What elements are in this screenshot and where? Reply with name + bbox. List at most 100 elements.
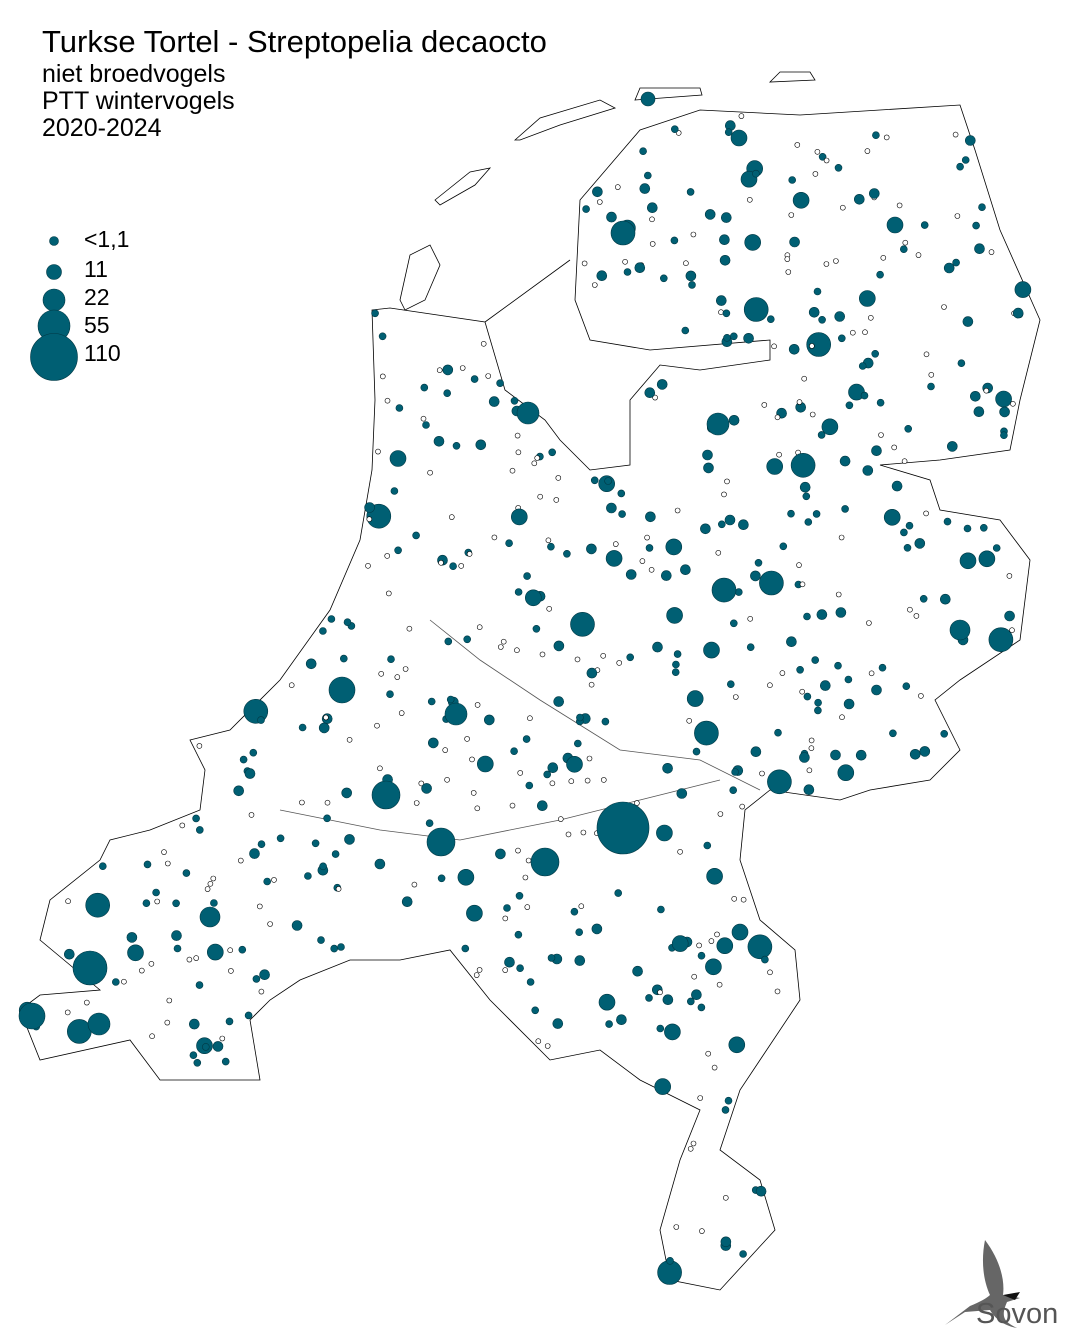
observation-dot [868, 188, 880, 199]
observation-dot [1014, 281, 1032, 298]
observation-dot [257, 716, 265, 724]
observation-dot [755, 1185, 767, 1197]
observation-dot [127, 944, 144, 962]
observation-dot [862, 465, 874, 476]
observation-dot [291, 920, 303, 931]
observation-dot [617, 489, 626, 498]
observation-dot [389, 450, 407, 467]
observation-dot [112, 978, 120, 986]
observation-dot [803, 784, 815, 796]
observation-dot [656, 379, 668, 390]
observation-dot [212, 1041, 224, 1052]
observation-dot [457, 868, 475, 886]
observation-dot [202, 1043, 210, 1051]
observation-dot [304, 872, 312, 880]
observation-dot [64, 948, 75, 960]
observation-dot [979, 523, 988, 532]
subtitle-2: PTT wintervogels [42, 87, 235, 115]
observation-dot [649, 241, 656, 247]
observation-dot [207, 943, 224, 961]
observation-dot [677, 848, 683, 855]
observation-dot [228, 968, 234, 974]
observation-dot [483, 714, 495, 726]
observation-dot [319, 862, 327, 871]
observation-dot-large [199, 906, 221, 928]
observation-dot [734, 588, 743, 596]
observation-dot [452, 441, 461, 450]
observation-dot [267, 921, 273, 927]
observation-dot [565, 831, 572, 838]
observation-dot [152, 888, 160, 897]
observation-dot-large [596, 801, 650, 855]
country-outline [19, 71, 1041, 1291]
observation-dot [553, 640, 565, 652]
legend-label: 55 [84, 312, 110, 338]
observation-dot [488, 396, 500, 407]
observation-dot [591, 923, 603, 935]
observation-dot [714, 931, 720, 938]
observation-dot-large [949, 619, 971, 641]
subtitle-3: 2020-2024 [42, 114, 162, 142]
observation-dot [978, 550, 996, 568]
observation-dot [510, 508, 528, 526]
observation-dot [402, 666, 409, 672]
observation-dot [811, 656, 820, 664]
observation-dot [919, 594, 928, 603]
observation-dot [503, 904, 511, 912]
mainland-outline [19, 104, 1041, 1291]
observation-dot [461, 944, 470, 953]
observation-dot [706, 867, 723, 885]
observation-dot [311, 839, 320, 848]
observation-dot [834, 311, 846, 322]
observation-dot [687, 1146, 694, 1152]
observation-dot [816, 609, 828, 620]
observation-dot [867, 314, 874, 321]
subtitle-1: niet broedvogels [42, 60, 226, 88]
observation-dot [901, 458, 908, 465]
observation-dot [378, 332, 387, 341]
observation-dot [779, 542, 788, 551]
observation-dot [719, 254, 731, 266]
observation-dot [626, 653, 635, 662]
observation-dot [366, 516, 373, 523]
observation-dot [570, 907, 579, 916]
observation-dot [995, 390, 1012, 408]
observation-dot [717, 520, 726, 529]
observation-dot [835, 607, 847, 618]
observation-dot [728, 414, 740, 426]
observation-dot [808, 737, 815, 744]
observation-dot [365, 562, 371, 569]
observation-dot [729, 332, 738, 341]
observation-dot [808, 745, 815, 752]
observation-dot [999, 406, 1010, 418]
observation-dot [85, 892, 110, 918]
observation-dot [681, 326, 690, 335]
observation-dot [711, 1064, 718, 1071]
observation-dot [495, 848, 506, 860]
observation-dot [685, 270, 697, 282]
observation-dot [606, 502, 617, 514]
observation-dot [759, 570, 784, 596]
observation-dot [323, 814, 331, 823]
observation-dot [387, 655, 395, 664]
observation-dot [139, 967, 145, 974]
observation-dot [249, 748, 258, 757]
observation-dot [526, 978, 535, 986]
observation-dot [644, 387, 656, 399]
observation-dot [899, 245, 908, 253]
observation-dot [860, 391, 869, 400]
observation-dot [164, 1019, 171, 1026]
island-outline [434, 167, 492, 206]
observation-dot [731, 768, 739, 776]
observation-dot [225, 1017, 234, 1026]
observation-dot [337, 943, 345, 951]
observation-dot [694, 720, 719, 746]
observation-dot [510, 747, 518, 756]
observation-dot [876, 270, 884, 279]
observation-dot [803, 612, 811, 621]
observation-dot [761, 955, 769, 964]
observation-dot [905, 521, 914, 530]
observation-dot [927, 382, 935, 391]
observation-dot [553, 696, 565, 707]
observation-dot [210, 875, 217, 882]
